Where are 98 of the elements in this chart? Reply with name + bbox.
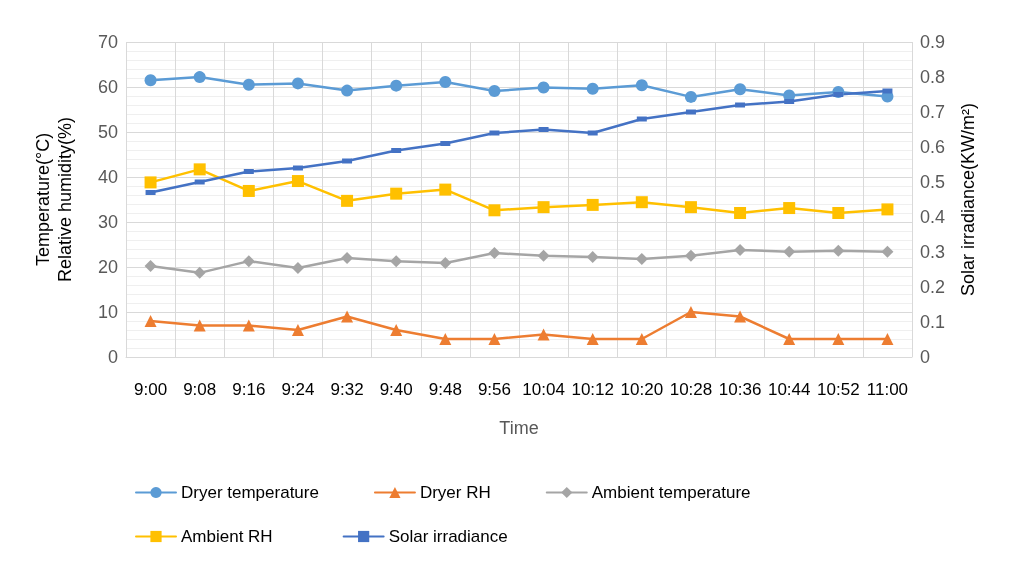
point: [242, 255, 255, 268]
x-tick-label: 10:20: [620, 380, 664, 399]
x-tick-label: 9:32: [330, 380, 364, 399]
point: [684, 306, 697, 318]
point: [390, 187, 403, 200]
point: [734, 207, 747, 219]
point: [537, 249, 550, 262]
point: [341, 252, 354, 264]
x-tick-label: 10:52: [817, 380, 860, 399]
y2-tick-label: 0.6: [920, 137, 946, 157]
x-tick-label: 11:00: [866, 380, 909, 399]
point: [193, 266, 206, 279]
point: [242, 319, 255, 332]
y-tick-label: 0: [107, 347, 118, 367]
y-tick-label: 50: [97, 122, 118, 142]
y2-tick-label: 0.9: [920, 32, 946, 52]
point: [832, 333, 845, 345]
point: [242, 78, 255, 91]
point: [684, 201, 697, 214]
x-axis-title: Time: [499, 418, 539, 438]
point: [390, 79, 403, 92]
y-tick-label: 60: [97, 77, 118, 97]
y-tick-label: 10: [97, 302, 118, 322]
point: [144, 315, 157, 327]
x-tick-label: 10:04: [522, 380, 565, 399]
point: [832, 207, 845, 219]
y-tick-label: 70: [97, 32, 118, 52]
x-tick-label: 9:08: [183, 380, 217, 399]
point: [488, 247, 501, 260]
legend-label: Ambient RH: [181, 527, 273, 546]
x-tick-label: 10:12: [571, 380, 614, 399]
point: [242, 184, 255, 197]
point: [537, 201, 550, 214]
point: [783, 333, 796, 345]
y2-axis-title: Solar irradiance(KW/m²): [958, 102, 978, 297]
x-tick-label: 10:36: [718, 380, 762, 399]
point: [586, 198, 599, 211]
point: [439, 183, 452, 196]
y-tick-label: 30: [97, 212, 118, 232]
x-tick-label: 9:16: [232, 380, 266, 399]
x-tick-label: 9:56: [477, 380, 511, 399]
point: [832, 244, 845, 257]
y2-tick-label: 0: [920, 347, 931, 367]
point: [488, 333, 501, 345]
point: [734, 83, 747, 96]
point: [439, 333, 452, 345]
point: [291, 261, 304, 274]
x-tick-label: 9:00: [134, 380, 168, 399]
point: [144, 260, 157, 273]
point: [635, 333, 648, 345]
point: [734, 310, 747, 323]
point: [291, 324, 304, 336]
point: [881, 245, 894, 258]
point: [193, 163, 206, 176]
y2-tick-label: 0.4: [920, 207, 946, 227]
x-tick-label: 9:40: [379, 380, 413, 399]
point: [684, 90, 697, 103]
point: [439, 76, 452, 89]
point: [635, 196, 648, 209]
y2-tick-label: 0.1: [920, 312, 946, 332]
y2-tick-label: 0.2: [920, 277, 946, 297]
point: [291, 175, 304, 188]
point: [783, 202, 796, 215]
x-tick-label: 9:24: [281, 380, 315, 399]
point: [881, 333, 894, 345]
y-tick-label: 40: [97, 167, 118, 187]
y2-tick-label: 0.5: [920, 172, 946, 192]
point: [586, 82, 599, 95]
point: [488, 85, 501, 98]
point: [881, 203, 894, 216]
point: [193, 319, 206, 332]
point: [390, 255, 403, 268]
point: [537, 328, 550, 341]
point: [341, 84, 354, 97]
point: [635, 79, 648, 92]
point: [537, 81, 550, 94]
legend-label: Ambient temperature: [591, 483, 751, 502]
point: [341, 310, 354, 323]
point: [390, 324, 403, 336]
y-axis-title: Temperature(°C) Relative humidity(%): [33, 116, 75, 283]
point: [439, 256, 452, 269]
point: [341, 194, 354, 207]
point: [586, 333, 599, 345]
point: [291, 77, 304, 90]
x-tick-label: 9:48: [428, 380, 462, 399]
x-tick-label: 10:28: [669, 380, 713, 399]
y2-tick-label: 0.3: [920, 242, 946, 262]
legend-label: Dryer RH: [419, 483, 491, 502]
point: [144, 176, 157, 189]
x-tick-label: 10:44: [767, 380, 811, 399]
legend-label: Solar irradiance: [388, 527, 508, 546]
y-tick-label: 20: [97, 257, 118, 277]
y2-tick-label: 0.8: [920, 67, 946, 87]
y2-tick-label: 0.7: [920, 102, 946, 122]
point: [488, 204, 501, 217]
point: [144, 74, 157, 87]
legend-label: Dryer temperature: [181, 483, 319, 502]
point: [193, 71, 206, 84]
